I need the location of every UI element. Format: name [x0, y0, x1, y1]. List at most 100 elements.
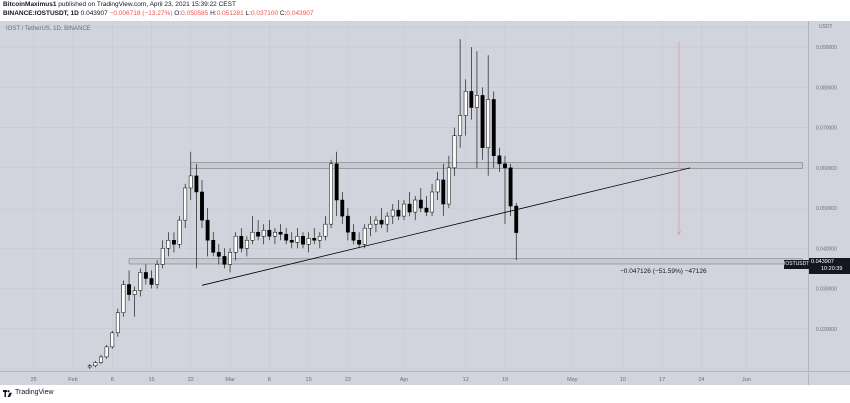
candle-body [155, 264, 160, 285]
publish-info: BitcoinMaximus1 published on TradingView… [3, 1, 236, 8]
price-tick-label: 0.090000 [816, 45, 837, 51]
candle-body [435, 179, 440, 193]
candle-body [132, 290, 137, 295]
candle-body [424, 207, 429, 213]
high-value: 0.051281 [216, 10, 244, 17]
time-tick-label: May [567, 377, 578, 383]
time-tick-label: 17 [659, 377, 665, 383]
time-tick-label: 12 [463, 377, 469, 383]
time-tick-label: Apr [400, 377, 409, 383]
candle-body [216, 252, 221, 257]
low-label: L: [245, 10, 251, 17]
open-value: 0.050585 [181, 10, 209, 17]
price-tick-label: 0.040000 [816, 246, 837, 252]
candle-body [413, 199, 418, 213]
candle-body [396, 209, 401, 217]
candle-body [340, 199, 345, 217]
candle-body [351, 231, 356, 241]
candle-body [508, 167, 513, 207]
footer-brand[interactable]: TradingView [15, 389, 54, 396]
price-tick-label: 0.070000 [816, 126, 837, 132]
time-tick-label: 15 [148, 377, 154, 383]
candle-body [374, 219, 378, 225]
candle-body [166, 240, 171, 249]
price-axis[interactable]: USDT 0.020000 0.030000 0.040000 0.050000 0.0… [808, 21, 850, 371]
candle-body [172, 240, 176, 245]
candle-body [452, 135, 457, 169]
measure-arrowhead [676, 231, 682, 235]
candles [87, 39, 519, 369]
price-tick-label: 0.030000 [816, 287, 837, 293]
open-label: O: [174, 10, 182, 17]
candle-body [256, 231, 261, 237]
symbol-line: BINANCE:IOSTUSDT, 1D [3, 10, 79, 17]
price-change: −0.006718 (−13.27%) [109, 10, 173, 17]
candle-body [194, 175, 199, 193]
candle-body [469, 91, 474, 108]
candle-body [87, 365, 92, 368]
drawings [201, 41, 691, 286]
close-label: C: [279, 10, 287, 17]
candle-body [323, 223, 328, 237]
candle-body [244, 240, 249, 249]
candle-body [188, 175, 193, 189]
close-value: 0.043907 [286, 10, 314, 17]
candle-body [222, 256, 227, 265]
candle-body [250, 231, 255, 241]
chart-plot-area[interactable]: IOST / TetherUS, 1D, BINANCE [0, 21, 808, 371]
price-tick-label: 0.080000 [816, 85, 837, 91]
candle-body [261, 229, 266, 237]
candle-body [93, 362, 98, 367]
candle-body [228, 252, 232, 265]
candle-body [267, 229, 272, 237]
high-label: H: [210, 10, 217, 17]
axis-corner [808, 371, 850, 385]
candle-body [110, 332, 115, 348]
candle-body [273, 231, 277, 237]
time-tick-label: Feb [68, 377, 77, 383]
ohlc-line: BINANCE:IOSTUSDT, 1D 0.043907 −0.006718 … [3, 10, 314, 17]
tradingview-logo-icon [3, 390, 12, 397]
candle-body [491, 99, 496, 157]
measure-label: −0.047126 (−51.59%) −47126 [620, 268, 707, 275]
candle-body [379, 219, 384, 225]
candle-body [233, 235, 238, 253]
candle-body [418, 199, 423, 209]
candle-body [390, 209, 395, 217]
candle-body [149, 278, 154, 285]
candle-body [329, 163, 333, 225]
candle-body [486, 99, 491, 148]
candle-body [160, 248, 165, 265]
candle-body [121, 284, 126, 313]
time-axis-labels: 25 Feb 8 15 22 Mar 8 15 22 Apr 12 19 May 10 17 24 Jun [31, 377, 751, 383]
candle-body [239, 235, 244, 249]
candle-body [458, 115, 463, 136]
symbol-tag: IOSTUSDT [784, 260, 810, 269]
candle-body [104, 346, 109, 358]
candle-body [312, 237, 317, 241]
candle-body [205, 219, 210, 241]
candle-body [385, 215, 390, 225]
price-tick-label: 0.050000 [816, 206, 837, 212]
candle-body [497, 155, 502, 165]
candle-body [115, 312, 120, 334]
time-tick-label: 25 [31, 377, 37, 383]
price-tag-value: 0.043907 [811, 259, 834, 265]
last-price: 0.043907 [80, 10, 108, 17]
trendline [201, 167, 691, 286]
price-tag-countdown: 10:20:39 [821, 266, 843, 272]
price-axis-labels: USDT 0.020000 0.030000 0.040000 0.050000 0.0… [816, 24, 837, 333]
candle-body [317, 235, 322, 241]
author-name[interactable]: BitcoinMaximus1 [3, 1, 57, 8]
candle-body [138, 272, 143, 291]
time-axis[interactable]: 25 Feb 8 15 22 Mar 8 15 22 Apr 12 19 May 10 17 24 Jun [0, 371, 808, 385]
candle-body [345, 215, 350, 233]
time-tick-label: 22 [345, 377, 351, 383]
time-tick-label: Jun [742, 377, 751, 383]
candle-body [211, 240, 216, 253]
candle-body [407, 203, 412, 213]
time-tick-label: 22 [188, 377, 194, 383]
candlestick-chart[interactable]: IOST / TetherUS, 1D, BINANCE [0, 21, 808, 371]
grid [0, 21, 808, 371]
candle-body [430, 191, 434, 213]
